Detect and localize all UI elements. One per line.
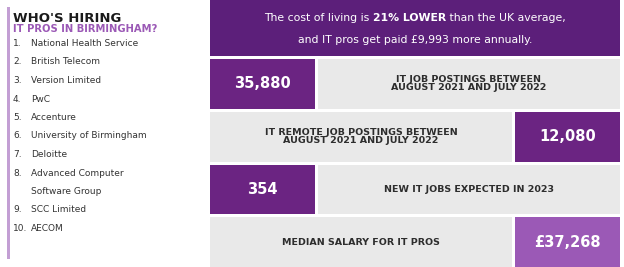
Text: 1.: 1. bbox=[13, 39, 22, 48]
Text: 2.: 2. bbox=[13, 57, 21, 66]
Text: 4.: 4. bbox=[13, 95, 21, 104]
Bar bbox=[210, 217, 512, 267]
Text: 21% LOWER: 21% LOWER bbox=[373, 13, 446, 23]
Text: PwC: PwC bbox=[31, 95, 50, 104]
Bar bbox=[515, 217, 620, 267]
Text: Advanced Computer: Advanced Computer bbox=[31, 168, 124, 178]
Text: University of Birmingham: University of Birmingham bbox=[31, 132, 147, 140]
Bar bbox=[210, 59, 315, 109]
Bar bbox=[515, 112, 620, 162]
Text: IT PROS IN BIRMINGHAM?: IT PROS IN BIRMINGHAM? bbox=[13, 24, 157, 34]
Bar bbox=[318, 164, 620, 214]
Text: British Telecom: British Telecom bbox=[31, 57, 100, 66]
Text: 7.: 7. bbox=[13, 150, 22, 159]
Text: 35,880: 35,880 bbox=[234, 76, 291, 91]
Text: 6.: 6. bbox=[13, 132, 22, 140]
Text: AECOM: AECOM bbox=[31, 224, 64, 233]
Bar bbox=[7, 7, 10, 259]
Bar bbox=[210, 112, 512, 162]
Text: MEDIAN SALARY FOR IT PROS: MEDIAN SALARY FOR IT PROS bbox=[282, 238, 440, 247]
Text: IT REMOTE JOB POSTINGS BETWEEN: IT REMOTE JOB POSTINGS BETWEEN bbox=[265, 128, 457, 137]
Text: Version Limited: Version Limited bbox=[31, 76, 101, 85]
Text: NEW IT JOBS EXPECTED IN 2023: NEW IT JOBS EXPECTED IN 2023 bbox=[384, 185, 554, 194]
Text: Software Group: Software Group bbox=[31, 187, 101, 196]
Text: AUGUST 2021 AND JULY 2022: AUGUST 2021 AND JULY 2022 bbox=[283, 136, 439, 145]
Text: 8.: 8. bbox=[13, 168, 22, 178]
Text: 5.: 5. bbox=[13, 113, 22, 122]
Bar bbox=[210, 164, 315, 214]
Bar bbox=[318, 59, 620, 109]
Text: and IT pros get paid £9,993 more annually.: and IT pros get paid £9,993 more annuall… bbox=[298, 35, 532, 45]
Text: £37,268: £37,268 bbox=[534, 235, 601, 250]
Text: than the UK average,: than the UK average, bbox=[446, 13, 566, 23]
Text: Deloitte: Deloitte bbox=[31, 150, 67, 159]
Text: WHO'S HIRING: WHO'S HIRING bbox=[13, 12, 122, 25]
Text: 10.: 10. bbox=[13, 224, 27, 233]
Bar bbox=[210, 0, 620, 56]
Text: National Health Service: National Health Service bbox=[31, 39, 139, 48]
Text: The cost of living is: The cost of living is bbox=[264, 13, 373, 23]
Text: 354: 354 bbox=[247, 182, 278, 197]
Text: AUGUST 2021 AND JULY 2022: AUGUST 2021 AND JULY 2022 bbox=[391, 83, 547, 92]
Text: SCC Limited: SCC Limited bbox=[31, 206, 86, 214]
Text: IT JOB POSTINGS BETWEEN: IT JOB POSTINGS BETWEEN bbox=[396, 75, 542, 84]
Text: 9.: 9. bbox=[13, 206, 22, 214]
Text: 12,080: 12,080 bbox=[539, 129, 596, 144]
Text: Accenture: Accenture bbox=[31, 113, 77, 122]
Text: 3.: 3. bbox=[13, 76, 22, 85]
